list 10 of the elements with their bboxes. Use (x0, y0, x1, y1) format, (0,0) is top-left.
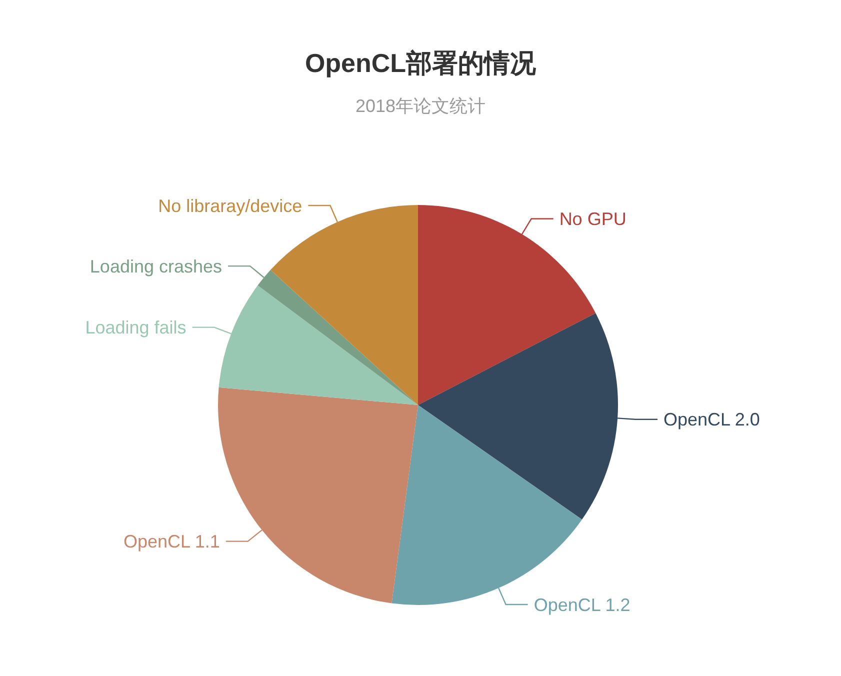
slice-label: No GPU (559, 209, 626, 230)
chart-subtitle: 2018年论文统计 (354, 95, 487, 118)
pie-slice (218, 387, 418, 604)
slice-label: OpenCL 2.0 (664, 410, 760, 430)
slice-label: Loading crashes (90, 256, 222, 276)
slice-label: OpenCL 1.1 (123, 532, 220, 552)
chart-title: OpenCL部署的情况 (304, 47, 538, 80)
slice-label: Loading fails (85, 318, 186, 338)
slice-label: No libraray/device (158, 196, 302, 216)
slice-label: OpenCL 1.2 (534, 594, 630, 615)
